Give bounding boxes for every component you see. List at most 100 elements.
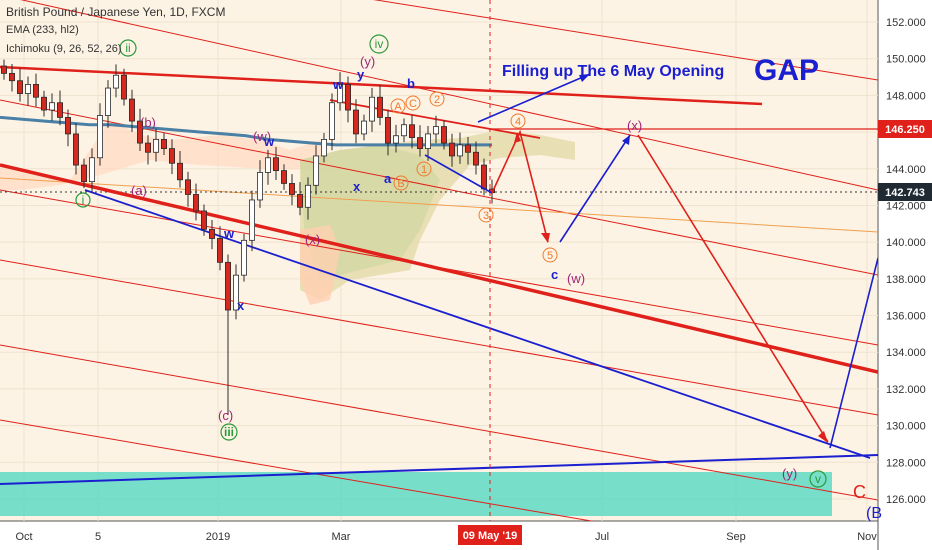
time-axis-ticks: Oct 5 2019 Mar Jul Sep Nov <box>15 531 877 543</box>
candle-body <box>472 151 479 166</box>
big-c-label: C <box>853 482 866 502</box>
candle-body <box>376 96 383 118</box>
y-tick-label: 134.000 <box>886 347 926 359</box>
candle-body <box>248 199 255 241</box>
wave-iii-label: iii <box>220 423 238 441</box>
x-tick-label: Nov <box>857 531 877 543</box>
candle-body <box>33 83 40 98</box>
candle-body <box>264 157 271 173</box>
wave-x-paren: (x) <box>305 232 320 247</box>
candle-body <box>136 120 143 144</box>
candle-body <box>89 157 96 183</box>
wave-y-proj: (y) <box>782 466 797 481</box>
wave-w-upper: w <box>263 134 275 149</box>
candle-body <box>464 144 471 153</box>
candle-body <box>152 139 159 153</box>
candle-body <box>184 179 191 195</box>
wave-c: c <box>551 267 558 282</box>
arrow-heads <box>514 74 828 443</box>
price-tag-gap: 146.250 <box>878 120 932 138</box>
y-tick-label: 142.000 <box>886 200 926 212</box>
candle-body <box>456 144 463 157</box>
svg-text:3: 3 <box>483 210 489 222</box>
orange-trend-line <box>0 177 878 233</box>
x-tick-label: 5 <box>95 531 101 543</box>
wave-x-proj: (x) <box>627 118 642 133</box>
wave-i-label: i <box>75 192 91 208</box>
wave-b: b <box>407 76 415 91</box>
svg-text:146.250: 146.250 <box>885 124 925 136</box>
candle-body <box>400 124 407 137</box>
candle-body <box>384 117 391 144</box>
candle-body <box>432 126 439 135</box>
candle-body <box>440 126 447 144</box>
candle-body <box>304 184 311 208</box>
candle-body <box>368 96 375 122</box>
wave-a-paren: (a) <box>131 183 147 198</box>
ema-legend: EMA (233, hl2) <box>6 24 79 36</box>
price-candles <box>0 59 495 415</box>
candle-body <box>0 65 7 74</box>
candle-body <box>424 133 431 149</box>
candle-body <box>320 139 327 157</box>
candle-body <box>448 142 455 157</box>
candle-body <box>176 162 183 181</box>
plot-background <box>0 0 878 521</box>
candle-body <box>328 102 335 140</box>
candle-body <box>128 98 135 122</box>
candle-body <box>344 83 351 111</box>
x-tick-label: Oct <box>15 531 32 543</box>
svg-text:4: 4 <box>515 116 521 128</box>
candle-body <box>392 135 399 144</box>
orange-wave-text: A C 2 B 1 3 4 5 <box>394 94 553 262</box>
candle-body <box>280 170 287 184</box>
time-axis-background <box>0 521 878 550</box>
gap-annotation: Filling up The 6 May Opening <box>502 63 724 80</box>
y-tick-label: 148.000 <box>886 90 926 102</box>
projection-paths <box>424 73 878 449</box>
candle-body <box>296 194 303 208</box>
main-trend-line <box>0 163 878 374</box>
orange-wave-circles <box>390 91 558 263</box>
blue-base-line <box>0 454 878 485</box>
x-tick-label: Mar <box>332 531 351 543</box>
candle-body <box>24 83 31 94</box>
candle-body <box>192 194 199 212</box>
y-tick-label: 150.000 <box>886 54 926 66</box>
wave-c-paren: (c) <box>218 408 233 423</box>
candle-body <box>160 139 167 149</box>
candle-body <box>8 72 15 82</box>
wave-a: a <box>384 171 392 186</box>
candle-body <box>121 74 128 100</box>
candle-body <box>113 74 120 89</box>
wave-y-paren: (y) <box>360 54 375 69</box>
y-tick-label: 130.000 <box>886 421 926 433</box>
candle-body <box>480 164 487 190</box>
gap-label: GAP <box>754 54 819 87</box>
big-b-label: (B <box>866 505 882 522</box>
candle-body <box>16 80 23 94</box>
candle-body <box>208 228 215 239</box>
svg-text:C: C <box>409 98 417 110</box>
candle-body <box>336 83 343 104</box>
candle-body <box>144 142 151 153</box>
target-zone <box>0 472 832 516</box>
x-tick-label: Jul <box>595 531 609 543</box>
candle-body <box>105 87 112 116</box>
svg-text:142.743: 142.743 <box>885 187 925 199</box>
candle-body <box>240 239 247 276</box>
candle-body <box>57 102 64 118</box>
svg-text:i: i <box>82 193 85 207</box>
candle-body <box>200 210 207 230</box>
y-tick-label: 126.000 <box>886 494 926 506</box>
wave-w-paren: (w) <box>253 129 271 144</box>
svg-text:09 May '19: 09 May '19 <box>463 530 518 542</box>
candle-body <box>288 183 295 195</box>
wave-v-label: v <box>809 470 827 488</box>
candle-body <box>256 172 263 201</box>
svg-text:2: 2 <box>434 94 440 106</box>
price-tag-last: 142.743 <box>878 183 932 201</box>
candle-body <box>224 261 231 311</box>
wave-iv-label: iv <box>369 34 389 54</box>
